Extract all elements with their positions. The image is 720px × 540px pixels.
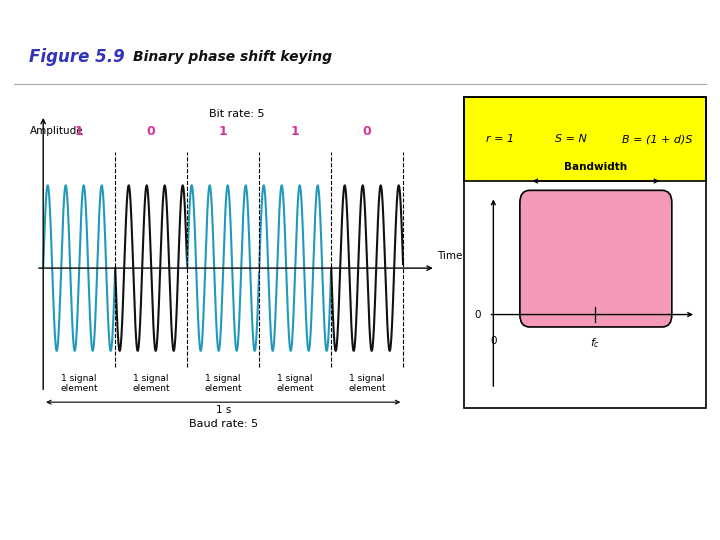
- Text: 1 signal
element: 1 signal element: [348, 374, 386, 394]
- Text: 1 signal
element: 1 signal element: [60, 374, 98, 394]
- Text: 1: 1: [291, 125, 300, 138]
- FancyBboxPatch shape: [520, 191, 672, 327]
- Text: r = 1: r = 1: [486, 134, 514, 144]
- Text: Figure 5.9: Figure 5.9: [29, 48, 125, 66]
- Text: 1 signal
element: 1 signal element: [276, 374, 314, 394]
- Text: 1 signal
element: 1 signal element: [132, 374, 170, 394]
- Text: Time: Time: [437, 252, 462, 261]
- Text: 1: 1: [75, 125, 84, 138]
- Text: 1 s: 1 s: [215, 406, 231, 415]
- Text: 0: 0: [474, 309, 481, 320]
- Text: Amplitude: Amplitude: [30, 126, 84, 136]
- Text: 1 signal
element: 1 signal element: [204, 374, 242, 394]
- Bar: [464, 97, 706, 181]
- Text: Bandwidth: Bandwidth: [564, 161, 627, 172]
- Text: B = (1 + d)S: B = (1 + d)S: [622, 134, 693, 144]
- Text: 0: 0: [363, 125, 372, 138]
- Text: 0: 0: [147, 125, 156, 138]
- Text: Binary phase shift keying: Binary phase shift keying: [133, 50, 332, 64]
- Text: 1: 1: [219, 125, 228, 138]
- Text: S = N: S = N: [554, 134, 587, 144]
- Text: Bit rate: 5: Bit rate: 5: [209, 109, 264, 119]
- Text: Baud rate: 5: Baud rate: 5: [189, 418, 258, 429]
- Text: 0: 0: [490, 336, 497, 346]
- Text: $f_c$: $f_c$: [590, 336, 600, 350]
